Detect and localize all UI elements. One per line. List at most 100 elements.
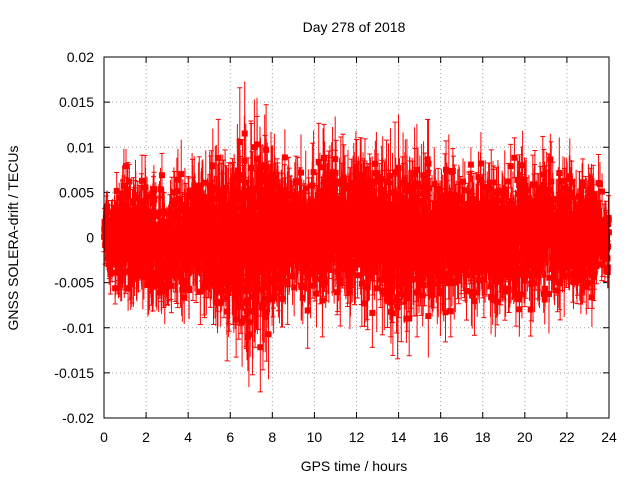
- data-point: [352, 259, 359, 266]
- data-point: [344, 185, 351, 192]
- data-point: [173, 188, 180, 195]
- data-point: [284, 281, 291, 288]
- x-tick-label: 2: [142, 429, 150, 445]
- data-point: [369, 309, 376, 316]
- data-point: [419, 292, 426, 299]
- data-point: [182, 262, 189, 269]
- data-point: [401, 176, 408, 183]
- data-point: [364, 284, 371, 291]
- data-point: [293, 178, 300, 185]
- x-tick-label: 4: [184, 429, 192, 445]
- y-tick-label: 0.01: [67, 139, 94, 155]
- x-tick-label: 22: [559, 429, 575, 445]
- data-point: [279, 232, 286, 239]
- data-point: [385, 179, 392, 186]
- y-tick-label: 0.02: [67, 49, 94, 65]
- data-point: [297, 198, 304, 205]
- data-point: [357, 261, 364, 268]
- data-point: [275, 203, 282, 210]
- x-tick-label: 0: [100, 429, 108, 445]
- data-point: [157, 186, 164, 193]
- data-point: [176, 195, 183, 202]
- data-point: [245, 331, 252, 338]
- data-point: [155, 267, 162, 274]
- x-tick-label: 12: [349, 429, 365, 445]
- data-point: [201, 284, 208, 291]
- data-point: [241, 130, 248, 137]
- data-point: [140, 225, 147, 232]
- data-point: [278, 284, 285, 291]
- data-point: [402, 280, 409, 287]
- data-point: [359, 236, 366, 243]
- data-point: [346, 289, 353, 296]
- data-point: [181, 294, 188, 301]
- data-point: [144, 282, 151, 289]
- data-point: [164, 281, 171, 288]
- data-point: [234, 172, 241, 179]
- data-point: [371, 178, 378, 185]
- data-point: [168, 282, 175, 289]
- x-axis-label: GPS time / hours: [301, 458, 408, 474]
- data-point: [413, 166, 420, 173]
- data-point: [406, 315, 413, 322]
- data-point: [268, 175, 275, 182]
- data-point: [316, 202, 323, 209]
- data-point: [206, 251, 213, 258]
- data-point: [118, 274, 125, 281]
- data-point: [321, 178, 328, 185]
- data-point: [395, 164, 402, 171]
- data-point: [298, 284, 305, 291]
- data-point: [247, 319, 254, 326]
- data-point: [208, 188, 215, 195]
- data-point: [299, 294, 306, 301]
- data-point: [138, 177, 145, 184]
- x-tick-label: 18: [475, 429, 491, 445]
- data-point: [406, 184, 413, 191]
- data-point: [418, 184, 425, 191]
- data-point: [279, 187, 286, 194]
- data-point: [291, 284, 298, 291]
- x-tick-label: 10: [307, 429, 323, 445]
- data-point: [172, 272, 179, 279]
- data-point: [420, 282, 427, 289]
- data-point: [240, 277, 247, 284]
- data-point: [270, 202, 277, 209]
- data-point: [191, 182, 198, 189]
- data-point: [403, 210, 410, 217]
- data-point: [419, 199, 426, 206]
- data-point: [145, 275, 152, 282]
- data-point: [363, 192, 370, 199]
- data-point: [174, 267, 181, 274]
- data-point: [208, 268, 215, 275]
- data-point: [125, 285, 132, 292]
- data-point: [107, 271, 114, 278]
- data-point: [108, 245, 115, 252]
- data-point: [250, 205, 257, 212]
- data-point: [238, 251, 245, 258]
- data-point: [262, 313, 269, 320]
- data-point: [191, 201, 198, 208]
- data-point: [362, 200, 369, 207]
- x-tick-label: 24: [601, 429, 617, 445]
- data-point: [325, 181, 332, 188]
- data-point: [325, 251, 332, 258]
- data-point: [241, 315, 248, 322]
- data-point: [201, 252, 208, 259]
- x-tick-label: 8: [268, 429, 276, 445]
- y-axis-ticks: -0.02 -0.015 -0.01 -0.005 0 0.005 0.01 0.015 0.0…: [54, 49, 609, 426]
- data-point: [247, 249, 254, 256]
- data-point: [403, 242, 410, 249]
- data-point: [248, 210, 255, 217]
- x-axis-ticks: 0 2 4 6 8 10 12 14 16 18 20 22 24: [100, 57, 617, 445]
- data-point: [239, 172, 246, 179]
- x-tick-label: 16: [433, 429, 449, 445]
- data-point: [121, 268, 128, 275]
- data-point: [257, 344, 264, 351]
- data-point: [126, 178, 133, 185]
- data-point: [348, 185, 355, 192]
- data-point: [354, 272, 361, 279]
- data-point: [222, 184, 229, 191]
- data-point: [379, 176, 386, 183]
- data-point: [237, 205, 244, 212]
- data-point: [284, 207, 291, 214]
